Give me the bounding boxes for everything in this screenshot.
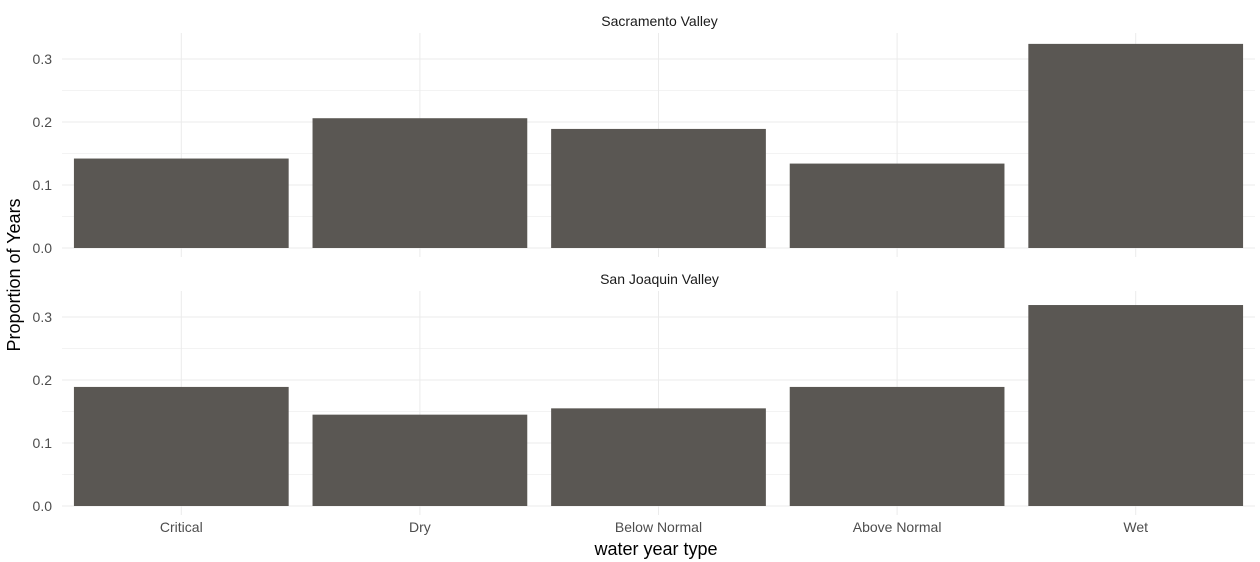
x-tick-label: Above Normal (853, 519, 942, 535)
bar (551, 128, 766, 248)
facet-panel: 0.0 0.1 0.2 0.3 Sacramento Valley (33, 13, 1255, 257)
y-tick-label: 0.0 (33, 240, 53, 256)
x-axis-title: water year type (593, 539, 717, 559)
bar (73, 158, 289, 248)
facet-panel: 0.0 0.1 0.2 0.3 San Joaquin Valley (33, 271, 1255, 515)
x-tick-label: Wet (1123, 519, 1148, 535)
bar (1028, 305, 1244, 506)
y-tick-label: 0.2 (33, 372, 53, 388)
y-tick-label: 0.1 (33, 177, 53, 193)
bar (73, 386, 289, 506)
bar (551, 408, 766, 506)
y-tick-label: 0.3 (33, 51, 53, 67)
x-tick-label: Critical (160, 519, 203, 535)
x-tick-label: Dry (409, 519, 431, 535)
bar (1028, 43, 1244, 248)
facet-title: Sacramento Valley (601, 13, 717, 29)
y-axis-title: Proportion of Years (4, 198, 24, 351)
bar (312, 118, 528, 248)
y-tick-label: 0.2 (33, 114, 53, 130)
bar (312, 414, 528, 506)
bar (789, 163, 1005, 248)
bar (789, 386, 1005, 506)
y-tick-label: 0.1 (33, 435, 53, 451)
y-tick-label: 0.0 (33, 498, 53, 514)
x-axis-ticks: Critical Dry Below Normal Above Normal Wet (160, 519, 1148, 535)
facet-title: San Joaquin Valley (600, 271, 719, 287)
y-tick-label: 0.3 (33, 309, 53, 325)
x-tick-label: Below Normal (615, 519, 702, 535)
